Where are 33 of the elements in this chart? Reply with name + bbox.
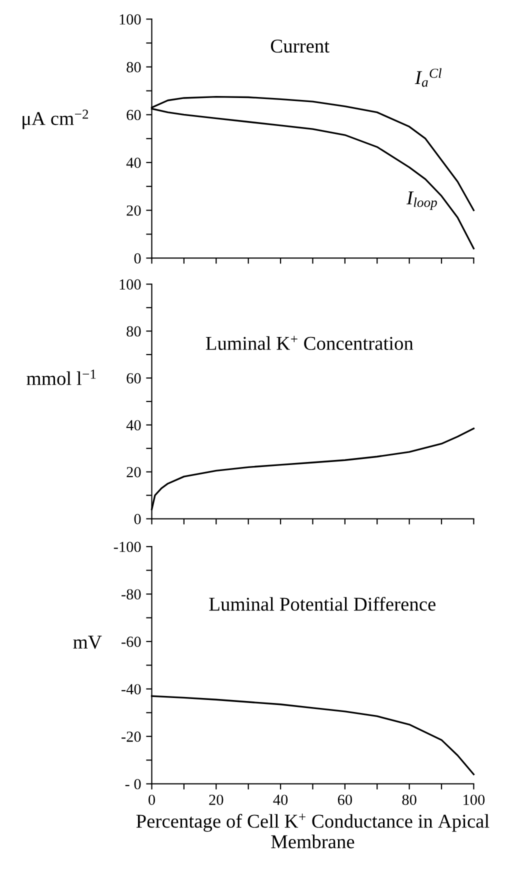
y-tick-label: 100	[120, 14, 141, 25]
y-tick-label: -40	[122, 684, 141, 694]
x-axis-title: Percentage of Cell K$^{+}$ Conductance in Apical Membrane	[136, 814, 490, 848]
x-tick-label: 100	[464, 794, 485, 806]
x-tick-label: 80	[402, 794, 416, 806]
y-tick-label: -100	[114, 542, 141, 552]
y-tick-label: 40	[126, 420, 141, 430]
series-label: I$_{loop}$	[406, 192, 437, 210]
y-tick-label: 60	[126, 373, 141, 384]
x-tick-label: 40	[273, 794, 288, 806]
y-tick-label: 0	[134, 253, 141, 264]
x-tick-label: 60	[338, 794, 352, 806]
y-tick-label: -60	[122, 636, 141, 647]
y-tick-label: 20	[126, 205, 141, 216]
text: Luminal K$^{+}$ Concentration	[206, 336, 414, 350]
y-axis-title: mmol l$^{−1}$	[26, 370, 96, 386]
y-tick-label: 60	[126, 110, 141, 120]
text: Current	[270, 40, 330, 53]
y-axis-title: μA cm$^{−2}$	[22, 110, 88, 130]
y-tick-label: 20	[126, 467, 141, 478]
y-axis-title: mV	[73, 636, 102, 649]
y-tick-label: 100	[120, 279, 141, 290]
y-tick-label: 80	[126, 326, 141, 337]
x-tick-label: 20	[209, 794, 224, 806]
x-tick-label: 0	[148, 794, 156, 806]
y-tick-label: 80	[126, 62, 141, 72]
y-tick-label: 40	[126, 158, 141, 168]
y-tick-label: 0	[134, 514, 141, 524]
y-tick-label: -20	[122, 732, 141, 742]
series-label: I$_{a}$$^{Cl}$	[414, 68, 442, 87]
y-tick-label: - 0	[125, 778, 141, 790]
text: Luminal Potential Difference	[209, 596, 436, 611]
y-tick-label: -80	[122, 589, 141, 600]
